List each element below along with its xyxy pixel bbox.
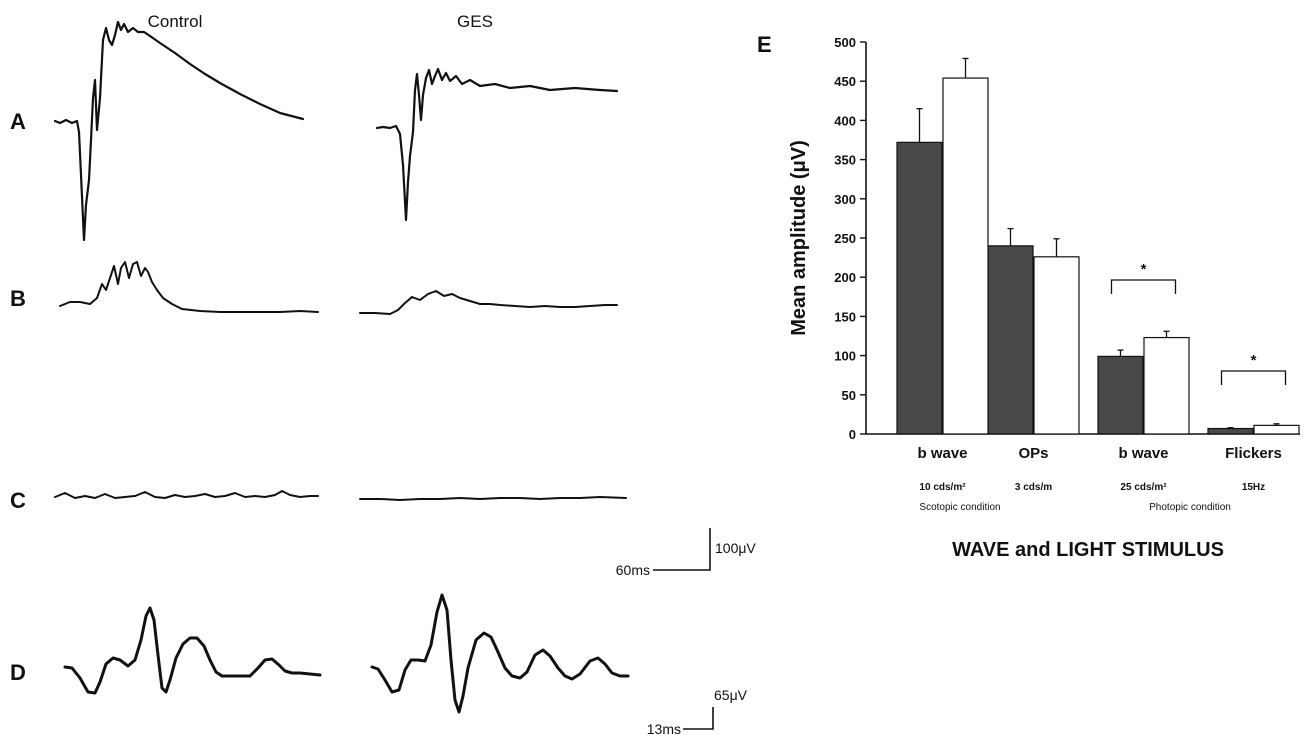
y-tick-label: 450 <box>834 74 856 89</box>
panel-label-e: E <box>757 32 772 57</box>
bar-chart-panel-e: E Mean amplitude (μV) 0 50 100 150 200 250 300… <box>757 32 1300 561</box>
y-tick-label: 200 <box>834 270 856 285</box>
row-label-b: B <box>10 286 26 311</box>
category-stimulus-label: 25 cds/m² <box>1120 482 1167 493</box>
category-stimulus-label: 10 cds/m² <box>919 482 966 493</box>
bar-series2-cat2 <box>1033 256 1080 435</box>
category-label: Flickers <box>1225 445 1282 462</box>
y-tick-label: 100 <box>834 349 856 364</box>
significance-bracket <box>1110 279 1177 294</box>
bars <box>896 57 1300 435</box>
y-tick-label: 300 <box>834 192 856 207</box>
y-tick-label: 50 <box>842 388 856 403</box>
category-label: b wave <box>917 445 967 462</box>
trace-b-control <box>59 261 319 313</box>
condition-label-scotopic: Scotopic condition <box>919 502 1000 513</box>
y-axis-label: Mean amplitude (μV) <box>788 140 810 336</box>
x-axis-title: WAVE and LIGHT STIMULUS <box>952 539 1224 561</box>
trace-d-ges <box>370 593 630 714</box>
y-tick-label: 250 <box>834 231 856 246</box>
scale-bar-1-lines <box>653 528 711 571</box>
y-tick-label: 500 <box>834 35 856 50</box>
bar-series1-cat3 <box>1097 355 1144 435</box>
significance-markers: ** <box>1110 261 1287 385</box>
y-tick-label: 150 <box>834 309 856 324</box>
row-label-c: C <box>10 488 26 513</box>
bar-series2-cat3 <box>1143 336 1190 435</box>
scale-bar-2-time: 13ms <box>647 721 681 735</box>
column-title-ges: GES <box>457 12 493 31</box>
scale-bar-2-lines <box>683 707 714 730</box>
scale-bar-100uv-60ms: 100μV 60ms <box>616 528 756 578</box>
trace-b-ges <box>359 290 618 315</box>
scale-bar-2-amplitude: 65μV <box>714 687 748 703</box>
category-label: OPs <box>1018 445 1048 462</box>
column-title-control: Control <box>148 12 203 31</box>
y-tick-label: 400 <box>834 113 856 128</box>
y-tick-label: 350 <box>834 153 856 168</box>
category-stimulus-label: 15Hz <box>1242 482 1265 493</box>
significance-asterisk: * <box>1251 352 1257 369</box>
bar-series1-cat2 <box>987 245 1034 435</box>
row-label-d: D <box>10 660 26 685</box>
y-tick-label: 0 <box>849 427 856 442</box>
y-ticks: 0 50 100 150 200 250 300 350 400 450 500 <box>834 35 866 442</box>
category-stimulus-label: 3 cds/m <box>1015 482 1052 493</box>
bar-series1-cat1 <box>896 141 943 435</box>
bar-series2-cat4 <box>1253 424 1300 435</box>
scale-bar-65uv-13ms: 65μV 13ms <box>647 687 748 735</box>
scale-bar-1-amplitude: 100μV <box>715 540 756 556</box>
trace-d-control <box>63 606 322 695</box>
row-label-a: A <box>10 109 26 134</box>
scale-bar-1-time: 60ms <box>616 562 650 578</box>
bar-series2-cat1 <box>942 77 989 435</box>
trace-c-ges <box>359 496 627 501</box>
significance-asterisk: * <box>1141 261 1147 278</box>
condition-label-photopic: Photopic condition <box>1149 502 1231 513</box>
trace-a-ges <box>375 67 619 222</box>
trace-a-control <box>53 20 305 242</box>
bar-series1-cat4 <box>1207 427 1254 435</box>
category-label: b wave <box>1118 445 1168 462</box>
trace-c-control <box>54 490 319 499</box>
significance-bracket <box>1220 370 1287 385</box>
category-labels: b wave 10 cds/m² OPs 3 cds/m b wave 25 cds/m²… <box>917 445 1281 493</box>
